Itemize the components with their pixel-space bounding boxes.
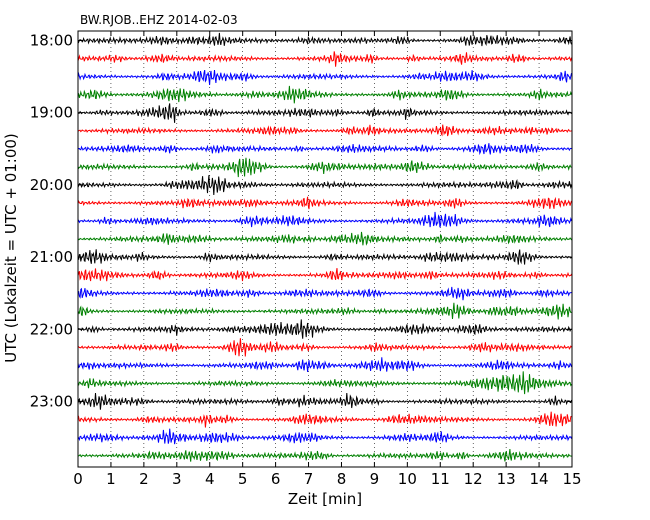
y-axis: 18:00 19:00 20:00 21:00 22:00 23:00 xyxy=(30,32,572,411)
seismogram-trace xyxy=(77,338,572,357)
seismogram-trace xyxy=(77,231,572,246)
y-tick-label: 21:00 xyxy=(30,248,73,266)
seismogram-trace xyxy=(77,448,572,462)
y-axis-title: UTC (Lokalzeit = UTC + 01:00) xyxy=(2,133,20,363)
seismogram-trace xyxy=(77,51,572,67)
x-tick-label: 10 xyxy=(398,470,417,488)
seismogram-trace xyxy=(77,393,572,410)
y-tick-label: 23:00 xyxy=(30,393,73,411)
x-tick-label: 13 xyxy=(497,470,516,488)
seismogram-trace xyxy=(77,196,572,210)
seismogram-trace xyxy=(77,175,572,196)
x-grid xyxy=(110,31,540,467)
seismogram-trace xyxy=(77,357,572,373)
seismogram-trace xyxy=(77,157,572,178)
x-tick-label: 5 xyxy=(238,470,248,488)
seismogram-trace xyxy=(77,268,572,282)
x-tick-label: 8 xyxy=(337,470,347,488)
seismogram-trace xyxy=(77,211,572,228)
seismogram-trace xyxy=(77,371,572,395)
x-tick-label: 1 xyxy=(106,470,116,488)
x-tick-label: 4 xyxy=(205,470,215,488)
y-tick-label: 20:00 xyxy=(30,176,73,194)
y-tick-label: 22:00 xyxy=(30,320,73,338)
chart-title: BW.RJOB..EHZ 2014-02-03 xyxy=(80,13,238,27)
x-tick-label: 15 xyxy=(562,470,581,488)
seismogram-trace xyxy=(77,69,572,86)
seismogram-trace xyxy=(77,302,572,320)
x-axis: 0 1 2 3 4 5 6 7 8 9 10 11 12 13 14 15 xyxy=(73,31,582,488)
seismogram-trace xyxy=(77,103,572,123)
seismogram-trace xyxy=(77,319,572,339)
x-tick-label: 14 xyxy=(530,470,549,488)
x-tick-label: 12 xyxy=(464,470,483,488)
x-tick-label: 6 xyxy=(271,470,281,488)
x-tick-label: 9 xyxy=(370,470,380,488)
x-tick-label: 0 xyxy=(73,470,83,488)
seismogram-trace xyxy=(77,85,572,104)
seismogram-traces xyxy=(77,32,572,462)
seismogram-trace xyxy=(77,286,572,301)
plot-frame xyxy=(77,30,573,468)
y-tick-label: 18:00 xyxy=(30,32,73,50)
seismogram-trace xyxy=(77,32,572,47)
x-axis-title: Zeit [min] xyxy=(288,490,362,508)
seismogram-trace xyxy=(77,249,572,265)
x-tick-label: 11 xyxy=(431,470,450,488)
x-tick-label: 7 xyxy=(304,470,314,488)
x-tick-label: 3 xyxy=(172,470,182,488)
x-tick-label: 2 xyxy=(139,470,149,488)
seismogram-trace xyxy=(78,124,572,137)
y-tick-label: 19:00 xyxy=(30,104,73,122)
seismogram-trace xyxy=(77,143,572,156)
seismogram-trace xyxy=(77,428,572,445)
seismogram-trace xyxy=(77,411,572,428)
